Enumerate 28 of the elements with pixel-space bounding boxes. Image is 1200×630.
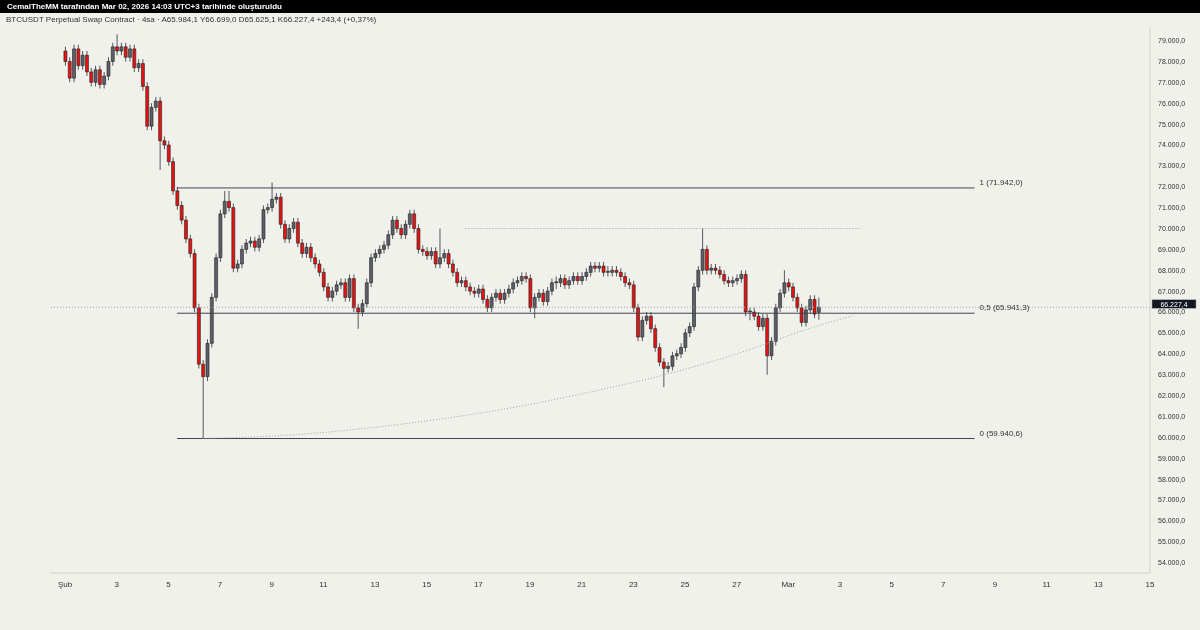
annotation: 0,5 (65.941,3) (979, 303, 1030, 313)
x-tick-label: 21 (577, 579, 587, 589)
x-tick-label: 25 (680, 579, 691, 589)
x-tick-label: 17 (473, 579, 484, 589)
x-tick-label: 5 (166, 579, 172, 589)
x-tick-label: 19 (525, 579, 536, 589)
x-tick-label: 9 (269, 579, 275, 589)
annotation: 0 (59.940,6) (979, 428, 1024, 438)
x-tick-label: 7 (217, 579, 223, 589)
x-tick-label: 13 (370, 579, 381, 589)
x-tick-label: 15 (422, 579, 432, 589)
line-series (202, 314, 855, 440)
x-tick-label: 27 (732, 579, 742, 589)
x-tick-label: Şub (57, 579, 73, 589)
x-tick-label: 23 (628, 579, 639, 589)
x-tick-label: 3 (837, 579, 843, 589)
x-tick-label: 13 (1093, 579, 1104, 589)
x-tick-label: 5 (889, 579, 895, 589)
x-tick-label: 15 (1145, 579, 1155, 589)
chart-subtitle: BTCUSDT Perpetual Swap Contract · 4sa · A65.984,1 Y66.699,0 D65.625,1 K66.227,4 +243,4 (+0,37%) (6, 15, 377, 24)
x-tick-label: 7 (941, 579, 947, 589)
chart-title: CemalTheMM tarafından Mar 02, 2026 14:03 UTC+3 tarihinde oluşturuldu (0, 0, 1200, 13)
x-tick-label: 11 (319, 579, 329, 589)
x-tick-label: 9 (992, 579, 998, 589)
x-tick-label: Mar (781, 579, 796, 589)
annotation: 1 (71.942,0) (979, 177, 1024, 187)
x-tick-label: 3 (114, 579, 120, 589)
x-tick-label: 11 (1042, 579, 1052, 589)
